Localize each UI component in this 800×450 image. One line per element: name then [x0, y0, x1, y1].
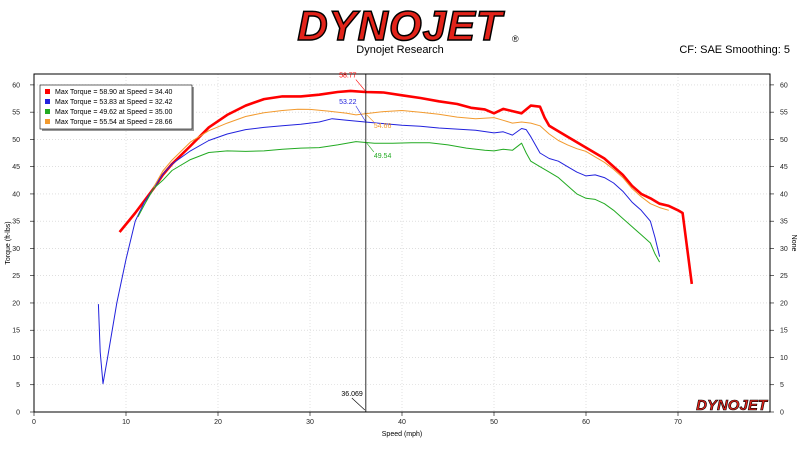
- speed-cursor: 36.069: [341, 74, 367, 412]
- x-tick-label: 20: [214, 419, 222, 426]
- legend-swatch: [45, 109, 50, 114]
- series-line-red: [118, 89, 694, 285]
- y2-tick-label: 5: [780, 382, 784, 389]
- y-axis-label: Torque (ft-lbs): [5, 221, 12, 264]
- x-tick-label: 10: [122, 419, 130, 426]
- y2-tick-label: 0: [780, 410, 784, 417]
- series-line-green: [137, 141, 661, 263]
- y-tick-label: 60: [12, 82, 20, 89]
- x-axis-label: Speed (mph): [382, 431, 422, 438]
- registered-mark: ®: [512, 34, 519, 44]
- y-tick-label: 50: [12, 137, 20, 144]
- watermark-text: DYNOJET: [696, 397, 769, 414]
- legend-entry: Max Torque = 49.62 at Speed = 35.00: [55, 109, 173, 116]
- legend-entry: Max Torque = 55.54 at Speed = 28.66: [55, 119, 173, 126]
- annotation-value: 53.22: [339, 99, 357, 106]
- annotation-pointer: [365, 141, 375, 153]
- legend-swatch: [45, 99, 50, 104]
- y2-tick-label: 10: [780, 355, 788, 362]
- y-tick-label: 25: [12, 273, 20, 280]
- series-line-orange: [153, 108, 669, 211]
- cf-smoothing-label: CF: SAE Smoothing: 5: [679, 44, 790, 56]
- y2-tick-label: 60: [780, 82, 788, 89]
- x-tick-label: 70: [674, 419, 682, 426]
- y2-tick-label: 30: [780, 246, 788, 253]
- legend-entry: Max Torque = 58.90 at Speed = 34.40: [55, 89, 173, 96]
- y-tick-label: 40: [12, 191, 20, 198]
- annotation-value: 54.66: [374, 123, 392, 130]
- legend-swatch: [45, 89, 50, 94]
- y-tick-label: 10: [12, 355, 20, 362]
- cursor-value-label: 36.069: [341, 391, 363, 398]
- y-tick-label: 5: [16, 382, 20, 389]
- y2-tick-label: 50: [780, 137, 788, 144]
- annotation-pointer: [355, 105, 367, 123]
- y-tick-label: 0: [16, 410, 20, 417]
- y-tick-label: 55: [12, 110, 20, 117]
- y-tick-label: 35: [12, 219, 20, 226]
- y-tick-label: 45: [12, 164, 20, 171]
- y2-tick-label: 20: [780, 300, 788, 307]
- y-tick-label: 30: [12, 246, 20, 253]
- legend: Max Torque = 58.90 at Speed = 34.40 Max T…: [39, 84, 194, 131]
- dynojet-logo: DYNOJET ®: [297, 2, 519, 46]
- y2-tick-label: 35: [780, 219, 788, 226]
- value-annotations: 58.77 53.22 54.66 49.54: [339, 73, 391, 160]
- y2-axis-label: None: [790, 235, 797, 252]
- x-tick-label: 40: [398, 419, 406, 426]
- y2-tick-label: 55: [780, 110, 788, 117]
- y2-tick-label: 25: [780, 273, 788, 280]
- legend-entry: Max Torque = 53.83 at Speed = 32.42: [55, 99, 173, 106]
- y2-tick-label: 15: [780, 328, 788, 335]
- annotation-pointer: [355, 79, 367, 92]
- cursor-pointer: [351, 397, 366, 411]
- chart-subtitle: Dynojet Research: [356, 44, 444, 56]
- annotation-value: 49.54: [374, 153, 392, 160]
- x-tick-label: 50: [490, 419, 498, 426]
- x-tick-label: 60: [582, 419, 590, 426]
- x-tick-label: 0: [32, 419, 36, 426]
- y-tick-label: 20: [12, 300, 20, 307]
- y2-tick-label: 45: [780, 164, 788, 171]
- annotation-value: 58.77: [339, 73, 357, 80]
- annotation-pointer: [365, 113, 375, 123]
- logo-text: DYNOJET: [297, 2, 505, 46]
- y-tick-label: 15: [12, 328, 20, 335]
- watermark-logo: DYNOJET: [696, 397, 769, 415]
- data-series: [97, 89, 694, 385]
- legend-swatch: [45, 119, 50, 124]
- legend-box: [39, 84, 193, 130]
- y2-tick-label: 40: [780, 191, 788, 198]
- x-tick-label: 30: [306, 419, 314, 426]
